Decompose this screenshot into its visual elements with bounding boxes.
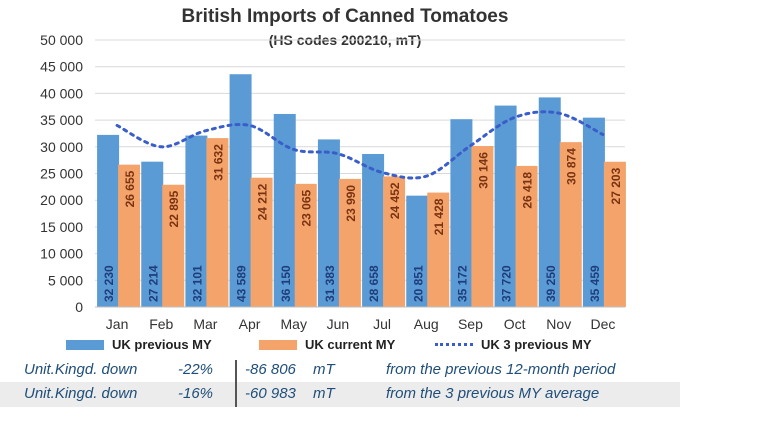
- bar-previous-my: [538, 97, 561, 307]
- y-tick-label: 5 000: [48, 272, 83, 288]
- legend-label: UK 3 previous MY: [481, 337, 592, 352]
- data-label-previous-my: 27 214: [146, 265, 160, 302]
- data-label-current-my: 23 990: [344, 185, 358, 222]
- data-label-current-my: 22 895: [167, 190, 181, 227]
- x-tick-label: May: [281, 316, 307, 332]
- x-tick-label: Jun: [327, 316, 350, 332]
- y-tick-label: 30 000: [40, 139, 83, 155]
- y-tick-label: 20 000: [40, 192, 83, 208]
- chart-title: British Imports of Canned Tomatoes: [181, 6, 509, 27]
- bar-previous-my: [229, 74, 252, 307]
- bar-current-my: [559, 142, 582, 307]
- x-tick-label: Aug: [414, 316, 439, 332]
- bar-previous-my: [185, 135, 208, 307]
- x-tick-label: Jan: [106, 316, 129, 332]
- summary-row: Unit.Kingd. down -22% -86 806 mT from th…: [0, 359, 680, 382]
- data-label-previous-my: 28 658: [367, 265, 381, 302]
- x-tick-label: Oct: [504, 316, 526, 332]
- bar-previous-my: [273, 113, 296, 307]
- summary-note: from the 3 previous MY average: [386, 385, 600, 402]
- data-label-current-my: 30 146: [476, 152, 490, 189]
- x-tick-label: Feb: [149, 316, 173, 332]
- line-3-previous-my: [115, 110, 605, 180]
- y-tick-label: 40 000: [40, 85, 83, 101]
- bar-current-my: [118, 164, 141, 307]
- bar-current-my: [383, 176, 406, 307]
- data-label-previous-my: 36 150: [279, 265, 293, 302]
- bar-previous-my: [406, 195, 429, 307]
- bar-previous-my: [582, 117, 605, 307]
- y-tick-label: 50 000: [40, 32, 83, 48]
- summary-percent: -22%: [178, 361, 214, 378]
- chart-legend: UK previous MY UK current MY UK 3 previo…: [0, 337, 690, 355]
- data-label-current-my: 21 428: [432, 198, 446, 235]
- data-label-current-my: 27 203: [609, 167, 623, 204]
- legend-item-current-my: UK current MY: [259, 337, 395, 352]
- data-label-current-my: 24 212: [256, 183, 270, 220]
- data-label-previous-my: 32 101: [190, 265, 204, 302]
- summary-divider: [235, 360, 237, 407]
- y-tick-label: 0: [75, 299, 83, 315]
- summary-unit: mT: [313, 361, 335, 378]
- legend-item-previous-my: UK previous MY: [66, 337, 212, 352]
- y-tick-label: 25 000: [40, 166, 83, 182]
- x-tick-label: Apr: [239, 316, 261, 332]
- x-tick-label: Mar: [193, 316, 217, 332]
- summary-country: Unit.Kingd. down: [24, 385, 138, 402]
- bar-current-my: [162, 184, 185, 307]
- legend-swatch-dotted-line: [435, 343, 473, 346]
- x-tick-label: Jul: [373, 316, 391, 332]
- bar-current-my: [603, 161, 626, 307]
- summary-value: -86 806: [245, 361, 296, 378]
- data-label-previous-my: 43 589: [235, 265, 249, 302]
- legend-label: UK previous MY: [112, 337, 212, 352]
- summary-note: from the previous 12-month period: [386, 361, 616, 378]
- summary-country: Unit.Kingd. down: [24, 361, 138, 378]
- bar-previous-my: [450, 119, 473, 307]
- data-label-previous-my: 35 172: [455, 265, 469, 302]
- summary-percent: -16%: [178, 385, 214, 402]
- bar-previous-my: [141, 161, 164, 307]
- x-tick-label: Nov: [546, 316, 571, 332]
- data-label-previous-my: 32 230: [102, 265, 116, 302]
- x-tick-label: Dec: [590, 316, 615, 332]
- legend-swatch-blue: [66, 339, 104, 350]
- bar-previous-my: [317, 139, 340, 307]
- data-label-current-my: 31 632: [211, 144, 225, 181]
- data-label-current-my: 23 065: [300, 190, 314, 227]
- y-tick-label: 10 000: [40, 246, 83, 262]
- bar-previous-my: [362, 153, 385, 307]
- data-label-current-my: 26 655: [123, 170, 137, 207]
- bar-previous-my: [97, 134, 120, 307]
- bar-current-my: [294, 183, 317, 307]
- bar-previous-my: [494, 105, 517, 308]
- data-label-previous-my: 35 459: [588, 265, 602, 302]
- data-label-previous-my: 37 720: [500, 265, 514, 302]
- y-tick-label: 45 000: [40, 59, 83, 75]
- bar-chart: 0 5 000 10 000 15 000 20 000 25 000 30 000 35 0…: [40, 32, 626, 332]
- summary-unit: mT: [313, 385, 335, 402]
- legend-label: UK current MY: [305, 337, 396, 352]
- summary-value: -60 983: [245, 385, 296, 402]
- bar-current-my: [471, 146, 494, 307]
- bar-current-my: [206, 138, 229, 307]
- chart-area: British Imports of Canned Tomatoes (HS c…: [0, 6, 690, 355]
- summary-row: Unit.Kingd. down -16% -60 983 mT from th…: [0, 383, 680, 406]
- bar-current-my: [427, 192, 450, 307]
- legend-swatch-orange: [259, 339, 297, 350]
- bar-current-my: [250, 177, 273, 307]
- bar-current-my: [515, 165, 538, 307]
- bar-current-my: [338, 178, 361, 307]
- y-tick-label: 35 000: [40, 112, 83, 128]
- legend-item-3-previous-my: UK 3 previous MY: [435, 337, 592, 352]
- summary-table: Unit.Kingd. down -22% -86 806 mT from th…: [0, 359, 680, 407]
- y-tick-label: 15 000: [40, 219, 83, 235]
- data-label-previous-my: 20 851: [411, 265, 425, 302]
- data-label-current-my: 30 874: [565, 148, 579, 185]
- data-label-previous-my: 31 383: [323, 265, 337, 302]
- data-label-current-my: 24 452: [388, 182, 402, 219]
- data-label-current-my: 26 418: [521, 172, 535, 209]
- data-label-previous-my: 39 250: [544, 265, 558, 302]
- x-tick-label: Sep: [458, 316, 483, 332]
